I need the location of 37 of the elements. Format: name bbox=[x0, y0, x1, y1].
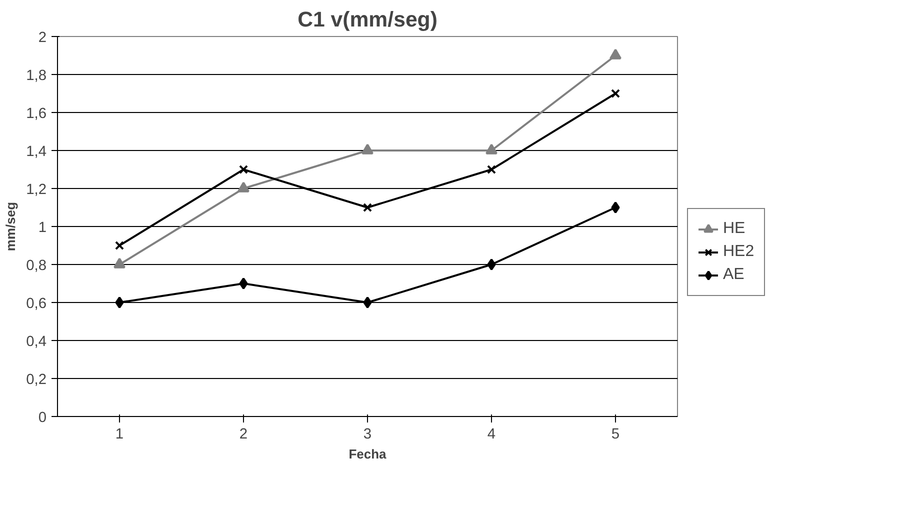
point bbox=[486, 164, 496, 174]
point bbox=[610, 48, 622, 60]
point bbox=[487, 258, 496, 270]
x-tick-label: 1 bbox=[115, 426, 124, 442]
point bbox=[114, 258, 126, 268]
y-tick-label: 1,2 bbox=[26, 182, 46, 198]
y-tick-label: 0,2 bbox=[26, 372, 46, 388]
y-tick-label: 0 bbox=[38, 410, 47, 426]
point bbox=[362, 144, 374, 154]
point bbox=[238, 182, 250, 192]
x-tick-label: 5 bbox=[611, 426, 620, 442]
y-axis-title: mm/seg bbox=[3, 202, 18, 252]
y-tick-label: 0,6 bbox=[26, 296, 46, 312]
x-tick-label: 2 bbox=[239, 426, 248, 442]
y-tick-label: 0,8 bbox=[26, 258, 46, 274]
point bbox=[114, 240, 124, 250]
legend-label: HE2 bbox=[723, 243, 754, 261]
y-tick-label: 2 bbox=[38, 30, 47, 46]
y-tick-label: 0,4 bbox=[26, 334, 46, 350]
x-tick-label: 3 bbox=[363, 426, 372, 442]
point bbox=[238, 164, 248, 174]
point bbox=[610, 88, 620, 98]
legend-label: AE bbox=[723, 266, 744, 284]
point bbox=[239, 278, 248, 290]
y-tick-label: 1,8 bbox=[26, 68, 46, 84]
point bbox=[363, 296, 372, 308]
y-tick-label: 1,4 bbox=[26, 144, 46, 160]
x-axis-title: Fecha bbox=[348, 446, 388, 462]
x-tick-label: 4 bbox=[487, 426, 496, 442]
y-tick-label: 1,6 bbox=[26, 106, 46, 122]
point bbox=[115, 296, 124, 308]
y-tick-label: 1 bbox=[38, 220, 47, 236]
point bbox=[486, 144, 498, 154]
chart-title: C1 v(mm/seg) bbox=[298, 8, 438, 32]
legend-label: HE bbox=[723, 220, 746, 238]
point bbox=[362, 202, 372, 212]
point bbox=[611, 202, 620, 214]
